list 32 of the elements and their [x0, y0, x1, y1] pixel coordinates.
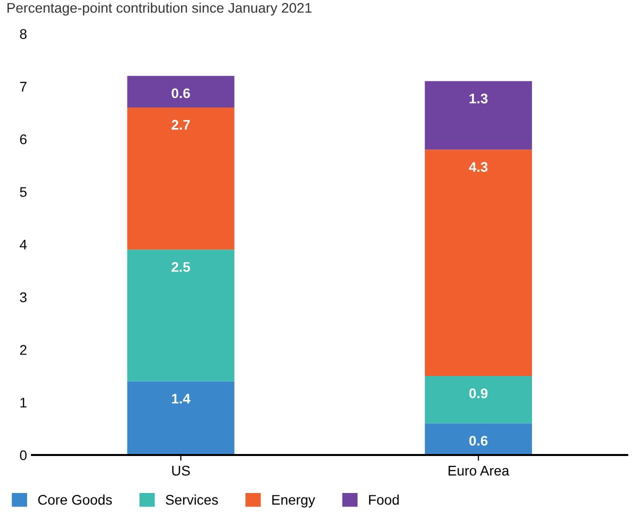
bar: [424, 81, 532, 150]
bar: [424, 376, 532, 424]
y-tick-label: 8: [20, 29, 27, 39]
x-tick-label: Euro Area: [448, 466, 510, 476]
data-label: 2.5: [172, 262, 190, 272]
y-tick-label: 1: [20, 398, 26, 408]
bar: [127, 108, 234, 250]
bar: [127, 381, 234, 455]
data-label: 0.6: [172, 88, 190, 98]
y-tick-label: 0: [20, 450, 27, 460]
y-tick-label: 2: [20, 345, 26, 355]
chart-subtitle: Percentage-point contribution since January 2021: [8, 2, 312, 16]
data-label: 1.4: [172, 394, 190, 404]
y-tick-label: 6: [20, 134, 27, 144]
data-label: 4.3: [468, 162, 488, 172]
bar: [127, 250, 234, 382]
y-tick-label: 3: [20, 292, 27, 302]
bar: [424, 423, 532, 455]
data-label: 1.3: [470, 94, 488, 104]
data-label: 0.9: [469, 388, 488, 398]
legend-label: Core Goods: [38, 494, 112, 505]
bar: [424, 150, 532, 376]
y-tick-label: 7: [20, 82, 26, 92]
y-tick-label: 5: [20, 187, 27, 197]
x-tick-label: US: [172, 466, 190, 476]
bar: [127, 76, 234, 108]
legend-label: Services: [166, 494, 218, 505]
data-label: 0.6: [469, 436, 488, 446]
data-label: 2.7: [172, 120, 190, 130]
y-tick-label: 4: [20, 240, 27, 250]
legend-label: Food: [369, 494, 399, 505]
legend-label: Energy: [272, 495, 316, 508]
